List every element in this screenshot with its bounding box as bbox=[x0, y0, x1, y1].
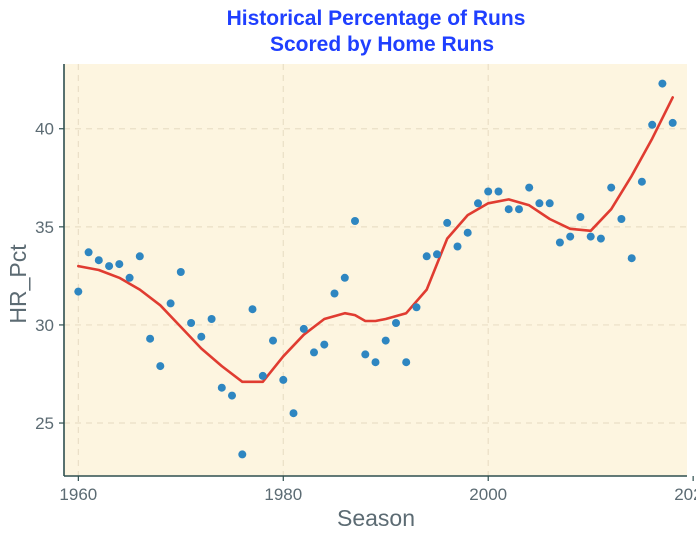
data-point bbox=[146, 334, 155, 343]
data-point bbox=[156, 362, 165, 371]
data-point bbox=[658, 79, 667, 88]
data-point bbox=[310, 348, 318, 357]
data-point bbox=[330, 289, 339, 298]
gridlines bbox=[64, 64, 687, 476]
data-point bbox=[320, 340, 329, 349]
data-point bbox=[463, 228, 472, 237]
data-point bbox=[94, 256, 103, 265]
data-point bbox=[412, 303, 421, 312]
data-point bbox=[279, 375, 288, 384]
data-point bbox=[392, 319, 400, 327]
data-point bbox=[228, 391, 236, 400]
data-point bbox=[566, 232, 575, 241]
data-point bbox=[668, 118, 677, 127]
data-point bbox=[105, 262, 114, 271]
smooth-line-layer bbox=[77, 96, 674, 384]
data-point bbox=[648, 120, 657, 129]
data-point bbox=[207, 315, 216, 323]
data-point bbox=[74, 287, 83, 296]
data-point bbox=[525, 183, 534, 192]
data-point bbox=[258, 371, 267, 380]
x-tick-label: 1980 bbox=[264, 485, 302, 504]
data-point bbox=[637, 177, 646, 186]
data-point bbox=[474, 199, 482, 208]
data-points-layer bbox=[74, 79, 677, 459]
data-point bbox=[289, 409, 298, 418]
data-point bbox=[371, 358, 380, 367]
data-point bbox=[586, 232, 595, 241]
x-axis-ticks: 1960 1980 2000 2020 bbox=[59, 476, 696, 504]
y-tick-label: 35 bbox=[35, 218, 54, 237]
data-point bbox=[217, 383, 226, 392]
data-point bbox=[166, 299, 175, 308]
data-point bbox=[187, 319, 196, 327]
data-point bbox=[494, 187, 503, 196]
y-tick-label: 25 bbox=[35, 414, 54, 433]
smooth-trend-line bbox=[77, 96, 674, 384]
data-point bbox=[176, 268, 185, 276]
x-tick-label: 1960 bbox=[59, 485, 97, 504]
data-point bbox=[433, 250, 441, 259]
chart-title-line-2: Scored by Home Runs bbox=[270, 33, 494, 56]
data-point bbox=[607, 183, 616, 192]
data-point bbox=[402, 358, 411, 367]
data-point bbox=[535, 199, 544, 208]
data-point bbox=[545, 199, 554, 208]
x-tick-label: 2000 bbox=[469, 485, 507, 504]
data-point bbox=[115, 260, 124, 269]
data-point bbox=[617, 215, 626, 223]
y-axis-title: HR_Pct bbox=[5, 244, 31, 324]
data-point bbox=[238, 450, 247, 459]
data-point bbox=[361, 350, 370, 359]
y-tick-label: 40 bbox=[35, 120, 54, 139]
x-tick-label: 2020 bbox=[674, 485, 696, 504]
data-point bbox=[484, 187, 493, 196]
y-axis-ticks: 25 30 35 40 bbox=[35, 120, 64, 433]
data-point bbox=[504, 205, 513, 214]
data-point bbox=[351, 217, 359, 225]
data-point bbox=[381, 336, 390, 345]
data-point bbox=[125, 273, 134, 282]
data-point bbox=[422, 252, 431, 261]
data-point bbox=[555, 238, 564, 247]
data-point bbox=[340, 273, 349, 282]
data-point bbox=[248, 305, 257, 314]
data-point bbox=[515, 205, 523, 214]
data-point bbox=[453, 242, 462, 251]
chart-title-line-1: Historical Percentage of Runs bbox=[227, 7, 526, 30]
y-tick-label: 30 bbox=[35, 316, 54, 335]
data-point bbox=[269, 336, 277, 345]
data-point bbox=[84, 248, 93, 257]
data-point bbox=[443, 218, 452, 227]
data-point bbox=[299, 324, 308, 333]
x-axis-title: Season bbox=[337, 505, 415, 531]
data-point bbox=[135, 252, 144, 261]
data-point bbox=[627, 254, 636, 263]
data-point bbox=[596, 234, 605, 243]
data-point bbox=[197, 332, 206, 341]
plot-panel bbox=[64, 64, 687, 476]
data-point bbox=[576, 213, 585, 221]
